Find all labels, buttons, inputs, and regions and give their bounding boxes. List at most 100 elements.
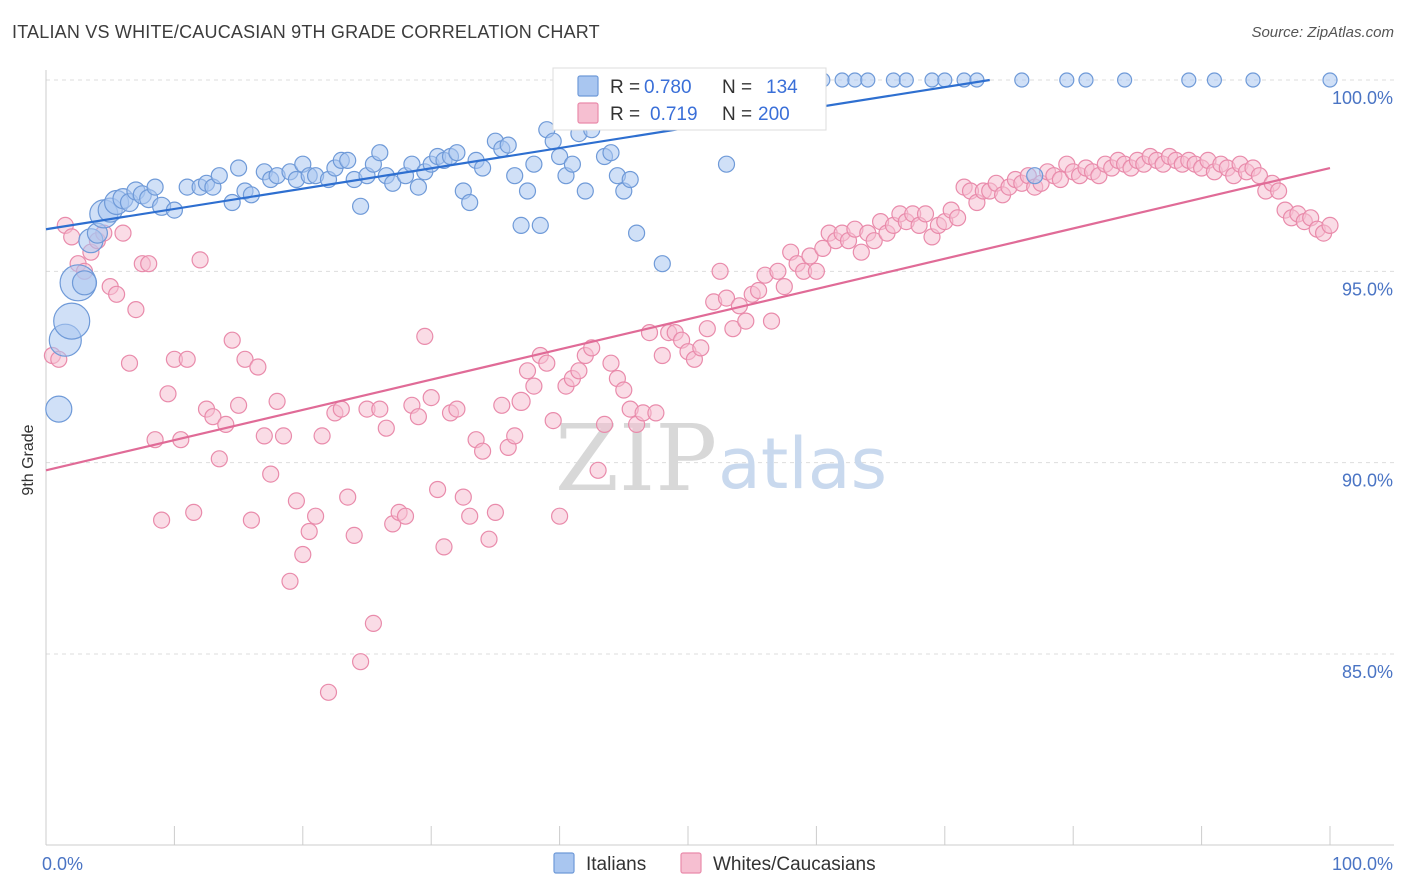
italians-point — [506, 167, 524, 185]
italians-point — [518, 182, 537, 200]
whites-point — [525, 377, 543, 395]
axes — [45, 70, 1394, 846]
italians-point — [1245, 72, 1261, 88]
whites-point — [474, 442, 492, 460]
chart-title: ITALIAN VS WHITE/CAUCASIAN 9TH GRADE COR… — [12, 22, 600, 42]
italians-point — [885, 72, 902, 88]
italians-point — [525, 155, 543, 173]
whites-point — [749, 281, 768, 300]
whites-point — [352, 653, 370, 671]
whites-point — [448, 400, 466, 418]
italians-point — [461, 193, 479, 212]
italians-point — [1206, 72, 1223, 88]
italians-point — [223, 193, 241, 212]
legend-r-value-italians: 0.780 — [644, 77, 692, 98]
trend-line-italians — [45, 78, 990, 231]
bottom-legend-swatch-italians — [553, 852, 575, 874]
whites-point — [332, 400, 350, 418]
whites-point — [274, 427, 293, 445]
legend-n-label-whites: N = — [722, 104, 752, 125]
italians-point — [627, 224, 646, 242]
italians-point — [1026, 167, 1044, 185]
whites-point — [377, 419, 395, 437]
whites-point — [114, 224, 132, 242]
bottom-legend-label-whites: Whites/Caucasians — [713, 854, 876, 875]
whites-point — [711, 262, 729, 280]
italians-point — [371, 144, 389, 162]
whites-point — [287, 492, 305, 510]
italians-point — [45, 395, 73, 423]
x-tick-labels: 0.0% 100.0% — [42, 854, 1393, 874]
y-tick-label: 100.0% — [1332, 88, 1393, 108]
italians-point — [937, 72, 953, 88]
whites-point — [865, 232, 883, 250]
whites-point — [281, 572, 299, 590]
whites-point — [223, 331, 241, 349]
whites-point — [550, 507, 569, 525]
y-tick-label: 90.0% — [1342, 471, 1393, 491]
whites-point — [236, 350, 254, 368]
whites-point — [775, 278, 793, 296]
italians-point — [531, 216, 549, 234]
whites-point — [230, 396, 248, 414]
whites-point — [807, 262, 826, 280]
series-whites-points — [43, 147, 1339, 701]
legend: R = 0.780 N = 134 R = 0.719 N = 200 — [552, 67, 827, 131]
y-tick-label: 95.0% — [1342, 279, 1393, 299]
whites-point — [422, 389, 440, 407]
whites-point — [737, 312, 755, 330]
italians-point — [563, 155, 582, 173]
whites-point — [191, 251, 209, 269]
legend-n-label-italians: N = — [722, 77, 752, 98]
whites-point — [313, 427, 331, 445]
whites-point — [210, 450, 228, 468]
whites-point — [538, 354, 556, 372]
italians-point — [1014, 72, 1030, 88]
whites-point — [1321, 216, 1339, 234]
whites-point — [178, 350, 196, 368]
whites-point — [242, 511, 260, 529]
whites-point — [153, 511, 171, 529]
italians-point — [1322, 72, 1338, 88]
whites-point — [345, 526, 363, 545]
italians-point — [717, 155, 736, 173]
whites-point — [249, 358, 267, 376]
whites-point — [204, 408, 222, 426]
italians-point — [230, 159, 248, 177]
legend-swatch-whites — [577, 102, 599, 124]
watermark-atlas: atlas — [718, 423, 887, 505]
italians-point — [474, 159, 492, 177]
italians-point — [1116, 72, 1133, 88]
whites-point — [801, 247, 819, 265]
legend-n-value-whites: 200 — [758, 104, 790, 125]
whites-point — [461, 507, 479, 525]
italians-point — [924, 72, 940, 88]
italians-point — [1181, 72, 1197, 88]
whites-point — [319, 683, 338, 701]
bottom-legend-swatch-whites — [680, 852, 702, 874]
trend-lines — [45, 78, 1331, 472]
whites-point — [570, 362, 588, 380]
whites-point — [486, 503, 504, 522]
whites-point — [480, 530, 498, 548]
whites-point — [814, 239, 832, 257]
legend-r-label-whites: R = — [610, 104, 640, 125]
whites-point — [409, 408, 427, 426]
x-tick-label: 100.0% — [1332, 854, 1393, 874]
whites-point — [506, 427, 524, 445]
chart-source: Source: ZipAtlas.com — [1251, 24, 1394, 41]
legend-n-value-italians: 134 — [766, 77, 798, 98]
whites-point — [698, 320, 716, 338]
italians-point — [146, 178, 164, 196]
italians-point — [448, 144, 466, 162]
whites-point — [63, 228, 81, 246]
whites-point — [852, 243, 870, 261]
italians-point — [621, 170, 639, 189]
whites-point — [300, 522, 318, 541]
whites-point — [589, 461, 607, 479]
whites-point — [653, 346, 671, 365]
whites-point — [339, 488, 357, 506]
italians-point — [53, 302, 91, 340]
whites-point — [647, 404, 665, 422]
italians-point — [898, 72, 914, 88]
